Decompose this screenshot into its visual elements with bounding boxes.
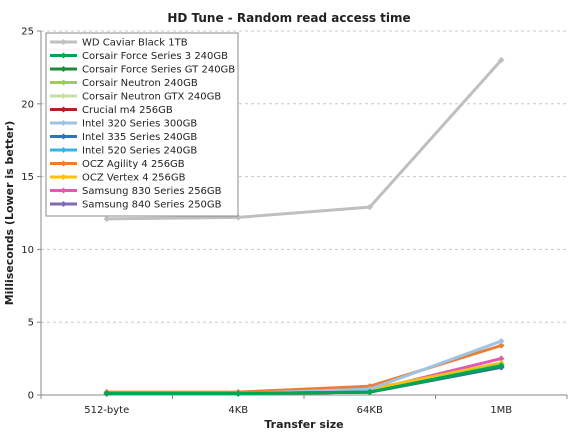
legend-swatch-marker <box>60 52 67 59</box>
legend-label: Samsung 840 Series 250GB <box>82 200 222 211</box>
legend-swatch-marker <box>60 201 67 207</box>
legend-label: Corsair Force Series 3 240GB <box>82 51 228 62</box>
y-tick-label: 0 <box>28 391 34 402</box>
data-point <box>498 56 505 64</box>
legend-swatch-marker <box>60 66 67 72</box>
data-point <box>235 390 242 397</box>
chart-title: HD Tune - Random read access time <box>167 11 410 25</box>
x-tick-label: 4KB <box>228 405 248 416</box>
data-point <box>103 215 110 223</box>
x-axis-title: Transfer size <box>264 418 343 431</box>
series-line <box>105 343 503 394</box>
series-line <box>105 339 503 396</box>
legend-label: Intel 320 Series 300GB <box>82 119 197 130</box>
x-tick-label: 64KB <box>357 405 383 416</box>
data-point <box>498 355 505 362</box>
legend-label: Samsung 830 Series 256GB <box>82 186 222 197</box>
legend-label: Corsair Neutron 240GB <box>82 78 198 89</box>
legend-label: Corsair Force Series GT 240GB <box>82 65 235 76</box>
legend-swatch-marker <box>60 133 67 140</box>
y-tick-label: 25 <box>21 27 34 38</box>
y-tick-label: 5 <box>28 318 34 329</box>
x-tick-labels: 512-byte 4KB 64KB 1MB <box>40 395 568 416</box>
legend-swatch-marker <box>60 174 67 180</box>
gridlines <box>41 30 567 323</box>
legend-label: Crucial m4 256GB <box>82 105 173 116</box>
y-tick-label: 20 <box>21 99 34 110</box>
legend-swatch-marker <box>60 39 67 45</box>
y-axis-title: Milliseconds (Lower is better) <box>3 121 16 306</box>
data-point <box>498 362 505 370</box>
data-point <box>498 342 505 349</box>
legend-label: WD Caviar Black 1TB <box>82 38 188 49</box>
legend-label: Corsair Neutron GTX 240GB <box>82 92 221 103</box>
x-tick-label: 1MB <box>490 405 512 416</box>
legend-swatch-marker <box>60 187 67 194</box>
series-line <box>105 364 503 396</box>
legend-swatch-marker <box>60 147 67 153</box>
legend-swatch-marker <box>60 93 67 99</box>
legend-label: Intel 335 Series 240GB <box>82 132 197 143</box>
legend-label: OCZ Agility 4 256GB <box>82 159 185 170</box>
x-tick-label: 512-byte <box>84 405 129 416</box>
y-tick-label: 10 <box>21 245 34 256</box>
legend-swatch-marker <box>60 120 67 126</box>
legend-label: OCZ Vertex 4 256GB <box>82 173 186 184</box>
legend-swatch-marker <box>60 106 67 113</box>
data-point <box>366 203 373 211</box>
y-tick-label: 15 <box>21 172 34 183</box>
legend-box <box>45 32 239 217</box>
data-point <box>498 337 505 345</box>
series-lines <box>103 56 505 397</box>
legend-label: Intel 520 Series 240GB <box>82 146 197 157</box>
legend: WD Caviar Black 1TB Corsair Force Series … <box>45 32 239 217</box>
data-point <box>103 390 110 397</box>
legend-swatch-marker <box>60 79 67 86</box>
series-line <box>105 58 503 221</box>
legend-swatch-marker <box>60 160 67 167</box>
data-point <box>366 388 373 396</box>
y-tick-labels: 0 5 10 15 20 25 <box>21 27 41 402</box>
